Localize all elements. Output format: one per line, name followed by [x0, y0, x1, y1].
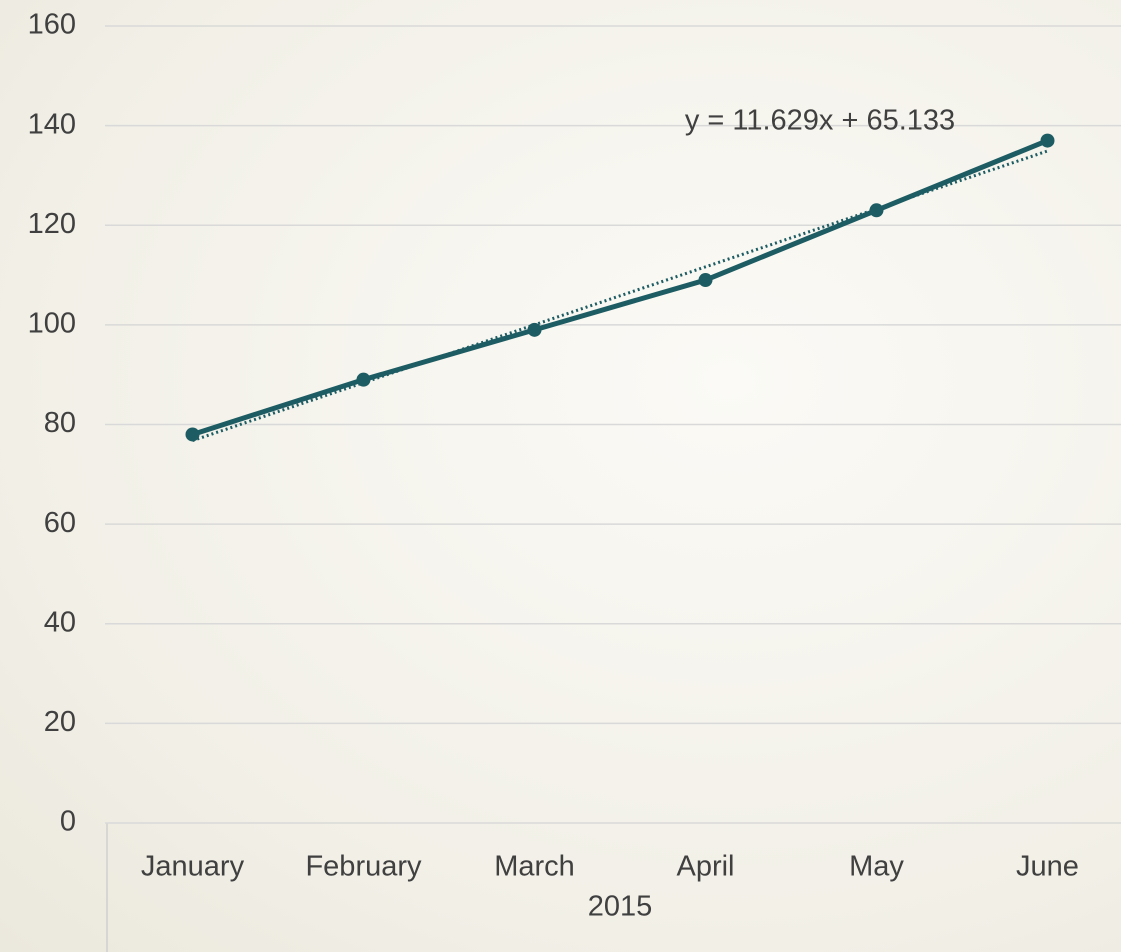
- data-point: [698, 273, 713, 288]
- y-tick-label: 140: [28, 108, 76, 140]
- data-point: [185, 427, 200, 442]
- y-tick-label: 60: [44, 507, 76, 539]
- data-point: [356, 372, 371, 387]
- y-tick-label: 120: [28, 208, 76, 240]
- y-tick-label: 80: [44, 407, 76, 439]
- trendline: [192, 149, 1048, 443]
- x-tick-label: June: [1016, 851, 1079, 883]
- x-tick-label: April: [676, 851, 734, 883]
- y-tick-label: 40: [44, 606, 76, 638]
- y-tick-label: 160: [28, 9, 76, 41]
- trendline-label: y = 11.629x + 65.133: [685, 105, 955, 137]
- series-line: [191, 138, 1049, 437]
- data-point: [869, 203, 884, 218]
- x-tick-label: March: [494, 851, 575, 883]
- y-tick-label: 0: [60, 806, 76, 838]
- data-point: [1040, 133, 1055, 148]
- y-tick-label: 100: [28, 308, 76, 340]
- group-label: 2015: [588, 891, 653, 923]
- x-tick-label: February: [305, 851, 422, 883]
- y-tick-label: 20: [44, 706, 76, 738]
- data-point: [527, 322, 542, 337]
- x-tick-label: January: [141, 851, 245, 883]
- x-tick-label: May: [849, 851, 904, 883]
